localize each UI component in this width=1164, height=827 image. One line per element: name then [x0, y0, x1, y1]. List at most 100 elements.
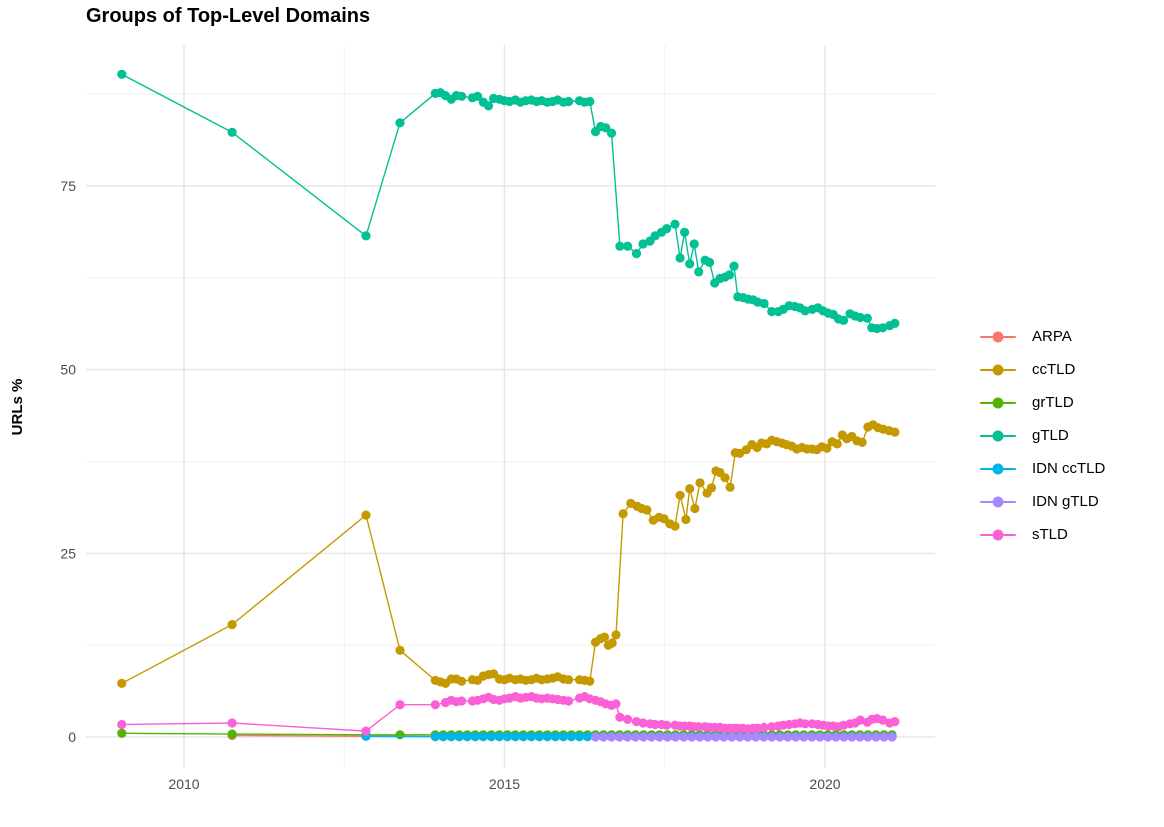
data-point-idn-cctld: [438, 732, 448, 742]
data-point-gtld: [759, 298, 769, 309]
data-point-gtld: [361, 231, 371, 241]
data-point-stld: [361, 726, 371, 736]
data-point-idn-gtld: [839, 732, 849, 742]
data-point-cctld: [670, 521, 680, 531]
data-point-idn-gtld: [759, 732, 769, 742]
data-point-gtld: [705, 257, 715, 267]
data-point-idn-gtld: [783, 732, 793, 742]
legend-label-cctld: ccTLD: [1032, 361, 1076, 378]
legend-key-icon-grtld: [978, 395, 1018, 411]
series-idn-gtld: [590, 732, 897, 742]
data-point-gtld: [694, 267, 704, 277]
data-point-idn-cctld: [534, 732, 545, 742]
data-point-idn-gtld: [743, 732, 753, 742]
data-point-idn-gtld: [639, 732, 649, 742]
data-point-gtld: [483, 101, 494, 111]
data-point-cctld: [227, 620, 237, 630]
data-point-idn-gtld: [647, 732, 657, 742]
data-point-cctld: [585, 676, 595, 686]
data-point-gtld: [615, 241, 625, 251]
data-point-idn-gtld: [871, 732, 881, 742]
data-point-stld: [623, 714, 633, 725]
data-point-stld: [638, 718, 648, 728]
data-point-cctld: [564, 675, 574, 685]
data-point-cctld: [457, 676, 467, 686]
legend-item-cctld: ccTLD: [978, 353, 1105, 386]
series-line-gtld: [121, 73, 896, 330]
data-point-stld: [430, 700, 440, 710]
y-tick-label: 75: [60, 178, 76, 194]
data-point-idn-cctld: [582, 732, 593, 742]
data-point-gtld: [680, 227, 690, 237]
data-point-gtld: [473, 91, 483, 101]
data-point-stld: [615, 712, 625, 722]
data-point-gtld: [227, 127, 237, 137]
y-tick-label: 50: [60, 362, 76, 378]
data-point-gtld: [117, 69, 127, 79]
data-point-gtld: [878, 323, 888, 333]
data-point-idn-gtld: [727, 732, 737, 742]
data-point-gtld: [729, 261, 739, 271]
data-point-gtld: [638, 239, 648, 249]
data-point-idn-gtld: [855, 732, 865, 742]
legend-key-icon-cctld: [978, 362, 1018, 378]
data-point-gtld: [395, 118, 405, 128]
legend-item-gtld: gTLD: [978, 419, 1105, 452]
data-point-gtld: [724, 270, 735, 280]
data-point-idn-gtld: [711, 732, 721, 742]
legend-key-icon-idn-cctld: [978, 461, 1018, 477]
data-point-idn-gtld: [606, 732, 617, 742]
data-series: [117, 69, 900, 742]
legend-key-icon-gtld: [978, 428, 1018, 444]
data-point-idn-gtld: [807, 732, 817, 742]
chart-title: Groups of Top-Level Domains: [86, 5, 371, 27]
data-point-gtld: [606, 128, 617, 138]
data-point-idn-cctld: [558, 732, 569, 742]
data-point-idn-gtld: [887, 732, 897, 742]
legend-key-icon-idn-gtld: [978, 494, 1018, 510]
data-point-idn-gtld: [775, 732, 785, 742]
data-point-gtld: [839, 315, 849, 325]
data-point-idn-gtld: [631, 732, 641, 742]
data-point-stld: [457, 696, 467, 706]
data-point-cctld: [706, 483, 717, 493]
data-point-gtld: [862, 313, 872, 323]
legend-item-grtld: grTLD: [978, 386, 1105, 419]
y-tick-label: 0: [68, 729, 76, 745]
data-point-gtld: [457, 91, 467, 101]
data-point-idn-cctld: [486, 732, 496, 742]
data-point-gtld: [662, 224, 672, 234]
gridlines: [86, 45, 935, 768]
data-point-idn-cctld: [454, 732, 464, 742]
data-point-idn-gtld: [799, 732, 809, 742]
y-axis-title: URLs %: [9, 379, 26, 436]
data-point-stld: [227, 718, 237, 728]
data-point-idn-gtld: [791, 732, 801, 742]
data-point-gtld: [855, 312, 865, 323]
data-point-cctld: [642, 505, 652, 515]
legend-item-idn-gtld: IDN gTLD: [978, 485, 1105, 518]
data-point-gtld: [670, 219, 680, 229]
legend-label-arpa: ARPA: [1032, 328, 1072, 345]
data-point-cctld: [685, 484, 695, 494]
data-point-grtld: [227, 729, 237, 739]
data-point-grtld: [395, 730, 405, 740]
legend-key-icon-stld: [978, 527, 1018, 543]
data-point-idn-gtld: [719, 732, 729, 742]
data-point-gtld: [585, 96, 595, 107]
data-point-stld: [759, 722, 769, 733]
data-point-gtld: [689, 239, 699, 249]
legend-label-stld: sTLD: [1032, 526, 1068, 543]
data-point-cctld: [675, 490, 685, 500]
data-point-idn-gtld: [847, 732, 857, 742]
data-point-idn-gtld: [695, 732, 705, 742]
x-tick-label: 2010: [168, 776, 199, 792]
data-point-idn-cctld: [462, 732, 472, 742]
data-point-idn-gtld: [679, 732, 689, 742]
data-point-idn-cctld: [470, 732, 480, 742]
x-tick-label: 2020: [809, 776, 840, 792]
data-point-gtld: [675, 253, 685, 263]
series-line-cctld: [121, 424, 896, 685]
data-point-idn-gtld: [767, 732, 777, 742]
data-point-idn-cctld: [494, 732, 504, 742]
